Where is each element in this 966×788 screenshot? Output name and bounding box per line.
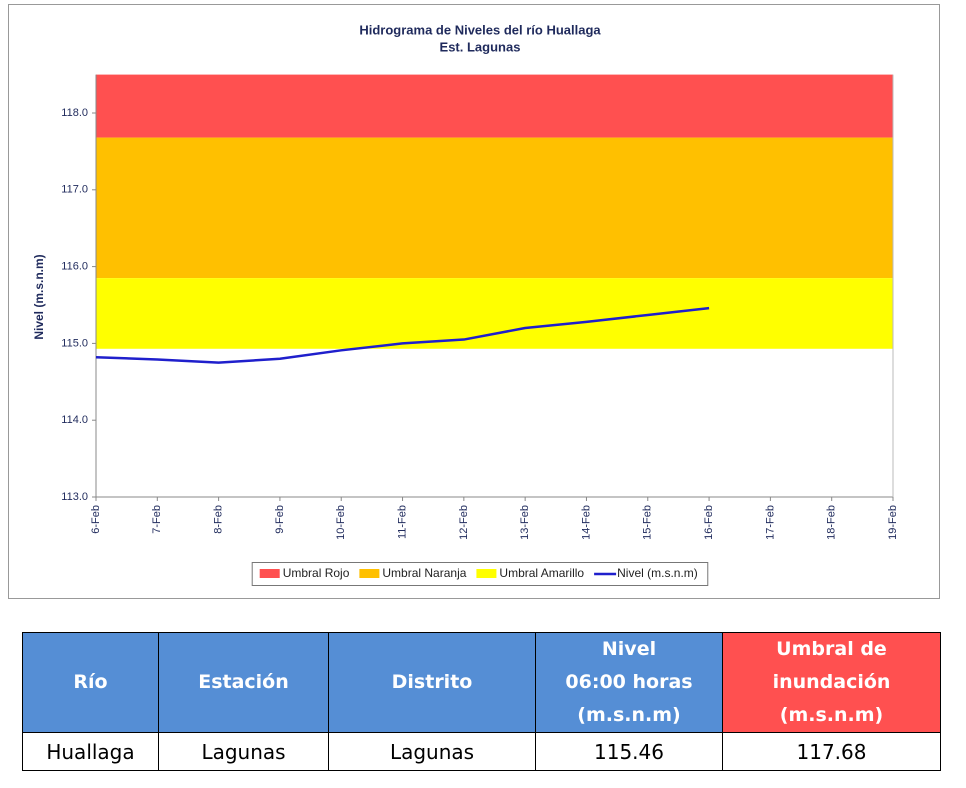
x-tick-label: 17-Feb <box>764 505 776 540</box>
threshold-band <box>96 137 893 279</box>
x-tick-label: 15-Feb <box>642 505 654 540</box>
chart-title: Hidrograma de Niveles del río Huallaga <box>359 22 601 37</box>
header-text: Umbral de <box>776 638 887 660</box>
x-tick-label: 16-Feb <box>703 505 715 540</box>
header-text: 06:00 horas <box>565 671 693 693</box>
x-tick-label: 11-Feb <box>396 505 408 539</box>
cell: Huallaga <box>22 732 159 771</box>
y-tick-label: 114.0 <box>61 414 88 426</box>
cell: 115.46 <box>535 732 723 771</box>
header-cell: Umbral de inundación (m.s.n.m) <box>722 632 941 733</box>
cell: Lagunas <box>158 732 329 771</box>
data-row: Huallaga Lagunas Lagunas 115.46 117.68 <box>22 732 941 771</box>
x-tick-label: 14-Feb <box>580 505 592 540</box>
header-cell: Río <box>22 632 159 733</box>
legend-swatch <box>359 569 380 578</box>
legend-label: Nivel (m.s.n.m) <box>617 566 698 580</box>
cell: Lagunas <box>328 732 536 771</box>
legend-label: Umbral Amarillo <box>499 566 584 580</box>
legend-swatch <box>259 569 280 578</box>
x-tick-label: 12-Feb <box>458 505 470 540</box>
x-tick-label: 8-Feb <box>213 505 225 534</box>
x-tick-label: 10-Feb <box>335 505 347 540</box>
series-line <box>95 306 710 364</box>
header-cell: Estación <box>158 632 329 733</box>
x-tick-label: 9-Feb <box>274 505 286 534</box>
cell: 117.68 <box>722 732 941 771</box>
threshold-band <box>96 278 893 349</box>
legend: Umbral Rojo Umbral Naranja Umbral Amarillo… <box>251 562 709 586</box>
legend-swatch <box>476 569 497 578</box>
header-text: Distrito <box>391 671 473 693</box>
y-tick-label: 115.0 <box>61 337 88 349</box>
header-cell: Distrito <box>328 632 536 733</box>
x-tick-label: 19-Feb <box>887 505 899 540</box>
chart-subtitle: Est. Lagunas <box>440 39 521 54</box>
x-tick-label: 13-Feb <box>519 505 531 540</box>
header-text: Nivel <box>601 638 657 660</box>
legend-label: Umbral Naranja <box>382 566 466 580</box>
x-tick-label: 7-Feb <box>151 505 163 534</box>
header-text: Estación <box>198 671 289 693</box>
x-tick-label: 6-Feb <box>90 505 102 534</box>
data-table: Río Estación Distrito Nivel 06:00 horas (m.s.… <box>22 632 941 771</box>
legend-label: Umbral Rojo <box>283 566 350 580</box>
header-text: inundación <box>772 671 891 693</box>
x-tick-label: 18-Feb <box>826 505 838 540</box>
header-text: (m.s.n.m) <box>577 704 681 726</box>
header-text: Río <box>73 671 108 693</box>
y-tick-label: 113.0 <box>61 491 88 503</box>
y-tick-label: 117.0 <box>61 184 88 196</box>
y-axis-label: Nivel (m.s.n.m) <box>32 254 46 339</box>
header-row: Río Estación Distrito Nivel 06:00 horas (m.s.… <box>22 632 941 733</box>
chart: Hidrograma de Niveles del río Huallaga E… <box>8 4 940 599</box>
threshold-band <box>96 74 893 138</box>
y-tick-label: 116.0 <box>61 261 88 273</box>
header-cell: Nivel 06:00 horas (m.s.n.m) <box>535 632 723 733</box>
y-tick-label: 118.0 <box>61 107 88 119</box>
header-text: (m.s.n.m) <box>779 704 884 726</box>
